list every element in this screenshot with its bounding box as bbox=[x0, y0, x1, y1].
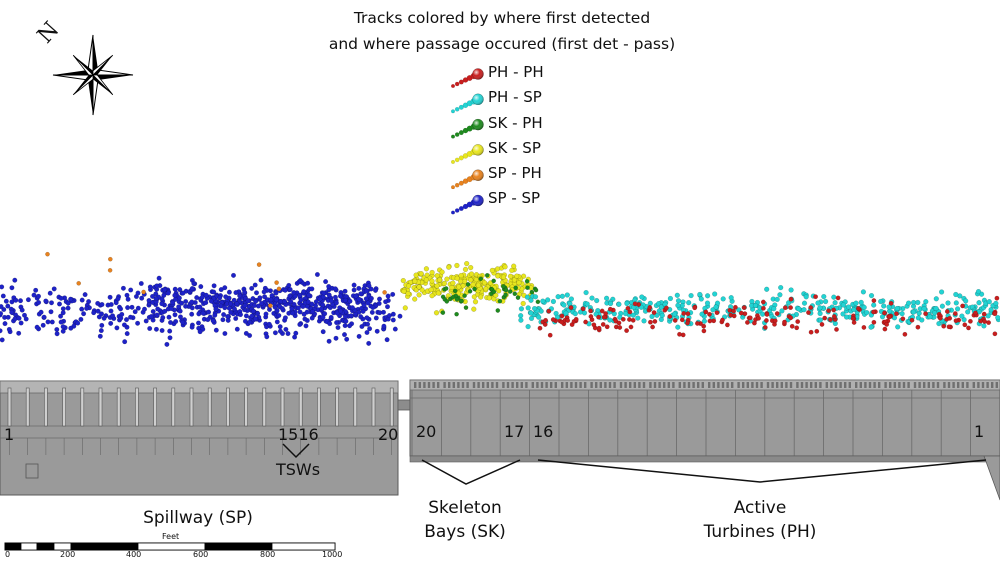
section-skeleton-line-2: Bays (SK) bbox=[424, 522, 506, 542]
scale-tick-1000: 1000 bbox=[322, 550, 343, 559]
legend-label-ph-ph: PH - PH bbox=[488, 63, 544, 81]
legend-label-ph-sp: PH - SP bbox=[488, 88, 542, 106]
section-skeleton-line-1: Skeleton bbox=[428, 498, 502, 518]
title-line-1: Tracks colored by where first detected bbox=[353, 9, 651, 27]
scale-tick-200: 200 bbox=[60, 550, 76, 559]
title-line-2: and where passage occured (first det - p… bbox=[328, 35, 676, 53]
bay-label-turbine-1: 1 bbox=[974, 422, 985, 441]
legend-label-sp-sp: SP - SP bbox=[488, 189, 541, 207]
powerhouse-units bbox=[411, 382, 998, 456]
scale-tick-600: 600 bbox=[193, 550, 209, 559]
bay-label-turbine-16: 16 bbox=[533, 422, 554, 441]
powerhouse-structure bbox=[409, 379, 1000, 457]
fish-track-points bbox=[0, 251, 1000, 347]
section-spillway: Spillway (SP) bbox=[143, 508, 253, 528]
tsw-brace bbox=[282, 443, 310, 459]
bay-label-tsw: 1516 bbox=[278, 425, 319, 444]
legend-label-sk-sp: SK - SP bbox=[488, 139, 541, 157]
skeleton-brace bbox=[421, 459, 521, 485]
scale-unit: Feet bbox=[162, 532, 180, 541]
scale-bar bbox=[4, 542, 336, 551]
legend-markers bbox=[451, 68, 484, 215]
scale-tick-0: 0 bbox=[5, 550, 11, 559]
scale-tick-400: 400 bbox=[126, 550, 142, 559]
bay-label-spillway-1: 1 bbox=[4, 425, 15, 444]
section-turbines-line-2: Turbines (PH) bbox=[703, 522, 817, 542]
bay-label-spillway-20: 20 bbox=[378, 425, 399, 444]
spillway-piers bbox=[7, 387, 394, 455]
north-arrow-icon: N bbox=[33, 17, 134, 116]
section-turbines-line-1: Active bbox=[733, 498, 787, 518]
tsw-label: TSWs bbox=[276, 460, 321, 479]
turbine-brace bbox=[537, 459, 987, 483]
spillway-detail bbox=[25, 463, 39, 479]
bay-label-skeleton-20: 20 bbox=[416, 422, 437, 441]
legend-label-sk-ph: SK - PH bbox=[488, 114, 543, 132]
bay-label-skeleton-17: 17 bbox=[504, 422, 525, 441]
dam-structure bbox=[0, 379, 1000, 501]
legend-label-sp-ph: SP - PH bbox=[488, 164, 542, 182]
north-letter: N bbox=[33, 17, 64, 48]
scale-tick-800: 800 bbox=[260, 550, 276, 559]
